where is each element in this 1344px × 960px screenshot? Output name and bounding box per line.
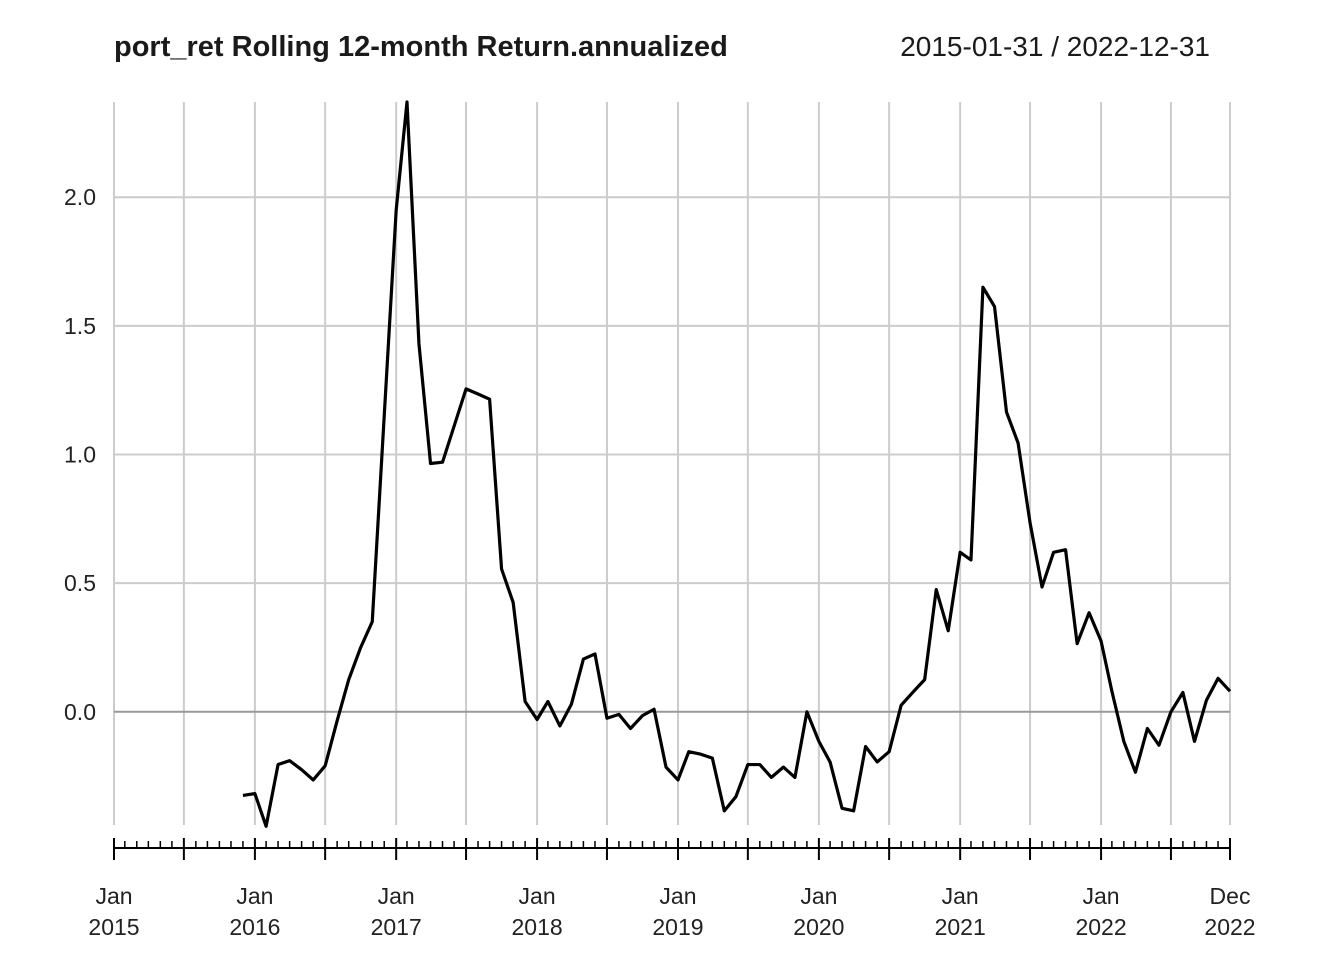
x-tick-label-year: 2022 xyxy=(1204,914,1255,940)
grid xyxy=(114,102,1230,825)
x-tick-label-month: Jan xyxy=(1083,883,1120,909)
x-tick-label-month: Jan xyxy=(942,883,979,909)
x-tick-label-year: 2021 xyxy=(935,914,986,940)
x-tick-label-year: 2017 xyxy=(371,914,422,940)
series-group xyxy=(243,102,1230,826)
y-axis-tick-labels: 0.0 0.5 1.0 1.5 2.0 xyxy=(64,184,96,725)
x-tick-label-month: Jan xyxy=(659,883,696,909)
series-line xyxy=(243,102,1230,826)
date-range-label: 2015-01-31 / 2022-12-31 xyxy=(900,31,1210,62)
y-tick-label: 1.5 xyxy=(64,313,96,339)
x-tick-label-month: Jan xyxy=(95,883,132,909)
x-tick-label-month: Jan xyxy=(378,883,415,909)
x-tick-label-year: 2019 xyxy=(652,914,703,940)
y-tick-label: 0.0 xyxy=(64,699,96,725)
y-tick-label: 0.5 xyxy=(64,570,96,596)
x-tick-label-month: Dec xyxy=(1210,883,1251,909)
chart-title: port_ret Rolling 12-month Return.annuali… xyxy=(114,31,728,63)
x-tick-label-month: Jan xyxy=(519,883,556,909)
x-axis: Jan 2015 Jan 2016 Jan 2017 Jan 2018 Jan 2019 Jan 20… xyxy=(88,838,1255,940)
x-tick-label-month: Jan xyxy=(800,883,837,909)
x-tick-label-year: 2015 xyxy=(88,914,139,940)
x-tick-label-year: 2020 xyxy=(793,914,844,940)
y-tick-label: 1.0 xyxy=(64,441,96,467)
x-tick-label-month: Jan xyxy=(236,883,273,909)
x-tick-label-year: 2022 xyxy=(1075,914,1126,940)
y-tick-label: 2.0 xyxy=(64,184,96,210)
x-tick-label-year: 2016 xyxy=(229,914,280,940)
x-tick-label-year: 2018 xyxy=(511,914,562,940)
